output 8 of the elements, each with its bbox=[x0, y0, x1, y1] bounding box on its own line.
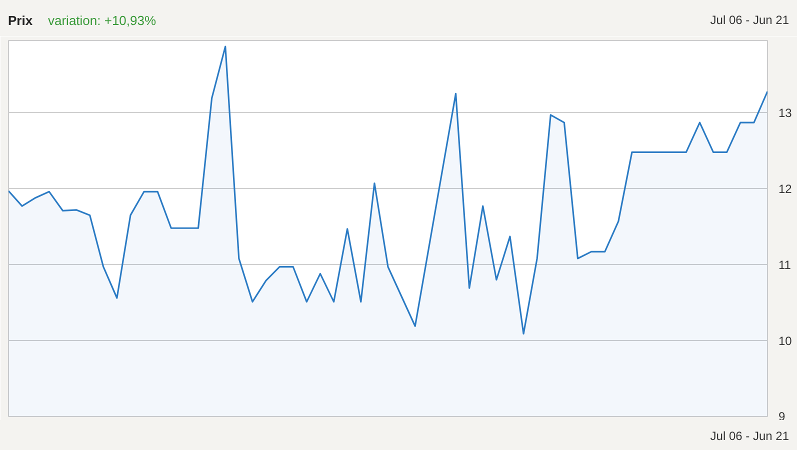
chart-subtitle: variation: +10,93% bbox=[48, 12, 156, 30]
y-tick-label: 12 bbox=[778, 182, 792, 196]
text: Jul 06 - Jun 21 bbox=[710, 12, 789, 29]
text: Jul 06 - Jun 21 bbox=[710, 428, 789, 445]
y-tick-label: 10 bbox=[778, 334, 792, 348]
y-tick-label: 11 bbox=[778, 258, 792, 272]
chart-title: Prix bbox=[8, 12, 33, 30]
y-tick-label: 13 bbox=[778, 106, 792, 120]
